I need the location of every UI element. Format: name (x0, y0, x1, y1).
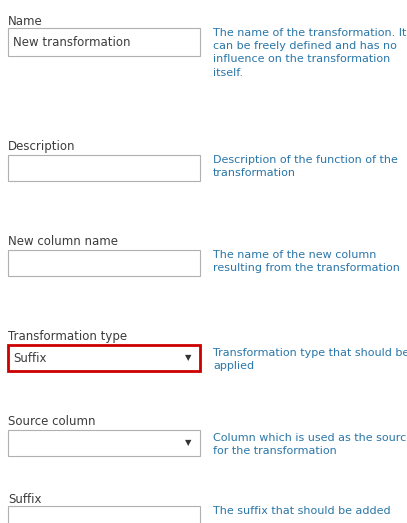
FancyBboxPatch shape (8, 345, 200, 371)
Text: New transformation: New transformation (13, 36, 131, 49)
Text: ▼: ▼ (185, 354, 191, 362)
FancyBboxPatch shape (8, 28, 200, 56)
Text: Column which is used as the source
for the transformation: Column which is used as the source for t… (213, 433, 407, 456)
Text: Suffix: Suffix (8, 493, 42, 506)
FancyBboxPatch shape (8, 250, 200, 276)
Text: The name of the transformation. It
can be freely defined and has no
influence on: The name of the transformation. It can b… (213, 28, 406, 77)
Text: New column name: New column name (8, 235, 118, 248)
Text: ▼: ▼ (185, 438, 191, 448)
Text: Transformation type: Transformation type (8, 330, 127, 343)
Text: Source column: Source column (8, 415, 96, 428)
FancyBboxPatch shape (8, 430, 200, 456)
Text: The name of the new column
resulting from the transformation: The name of the new column resulting fro… (213, 250, 400, 273)
FancyBboxPatch shape (8, 155, 200, 181)
Text: Transformation type that should be
applied: Transformation type that should be appli… (213, 348, 407, 371)
FancyBboxPatch shape (8, 506, 200, 523)
Text: Suffix: Suffix (13, 351, 46, 365)
Text: Name: Name (8, 15, 43, 28)
Text: Description: Description (8, 140, 76, 153)
Text: The suffix that should be added: The suffix that should be added (213, 506, 391, 516)
Text: Description of the function of the
transformation: Description of the function of the trans… (213, 155, 398, 178)
